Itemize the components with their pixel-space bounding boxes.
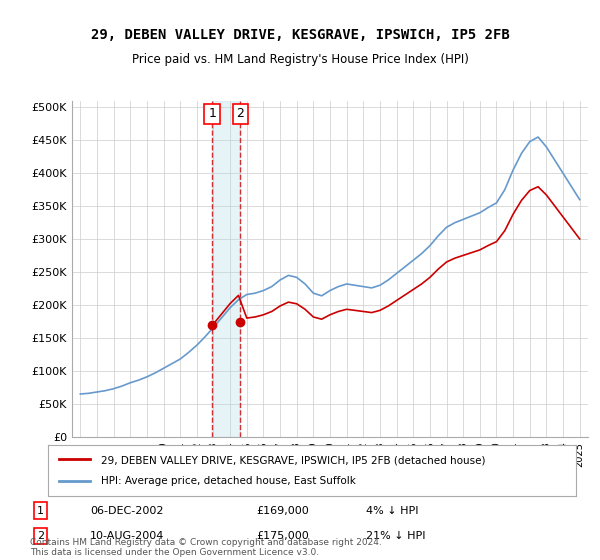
Text: 4% ↓ HPI: 4% ↓ HPI bbox=[366, 506, 419, 516]
Text: 06-DEC-2002: 06-DEC-2002 bbox=[90, 506, 164, 516]
Text: 21% ↓ HPI: 21% ↓ HPI bbox=[366, 531, 426, 541]
Text: 2: 2 bbox=[37, 531, 44, 541]
Text: Contains HM Land Registry data © Crown copyright and database right 2024.
This d: Contains HM Land Registry data © Crown c… bbox=[30, 538, 382, 557]
Text: 29, DEBEN VALLEY DRIVE, KESGRAVE, IPSWICH, IP5 2FB (detached house): 29, DEBEN VALLEY DRIVE, KESGRAVE, IPSWIC… bbox=[101, 455, 485, 465]
Text: £175,000: £175,000 bbox=[256, 531, 308, 541]
Bar bbox=[212, 101, 240, 437]
Text: Price paid vs. HM Land Registry's House Price Index (HPI): Price paid vs. HM Land Registry's House … bbox=[131, 53, 469, 66]
Text: 10-AUG-2004: 10-AUG-2004 bbox=[90, 531, 164, 541]
Text: 2: 2 bbox=[236, 108, 244, 120]
Text: HPI: Average price, detached house, East Suffolk: HPI: Average price, detached house, East… bbox=[101, 477, 356, 487]
Text: 29, DEBEN VALLEY DRIVE, KESGRAVE, IPSWICH, IP5 2FB: 29, DEBEN VALLEY DRIVE, KESGRAVE, IPSWIC… bbox=[91, 28, 509, 42]
Text: 1: 1 bbox=[208, 108, 216, 120]
Text: 1: 1 bbox=[37, 506, 44, 516]
Text: £169,000: £169,000 bbox=[256, 506, 308, 516]
